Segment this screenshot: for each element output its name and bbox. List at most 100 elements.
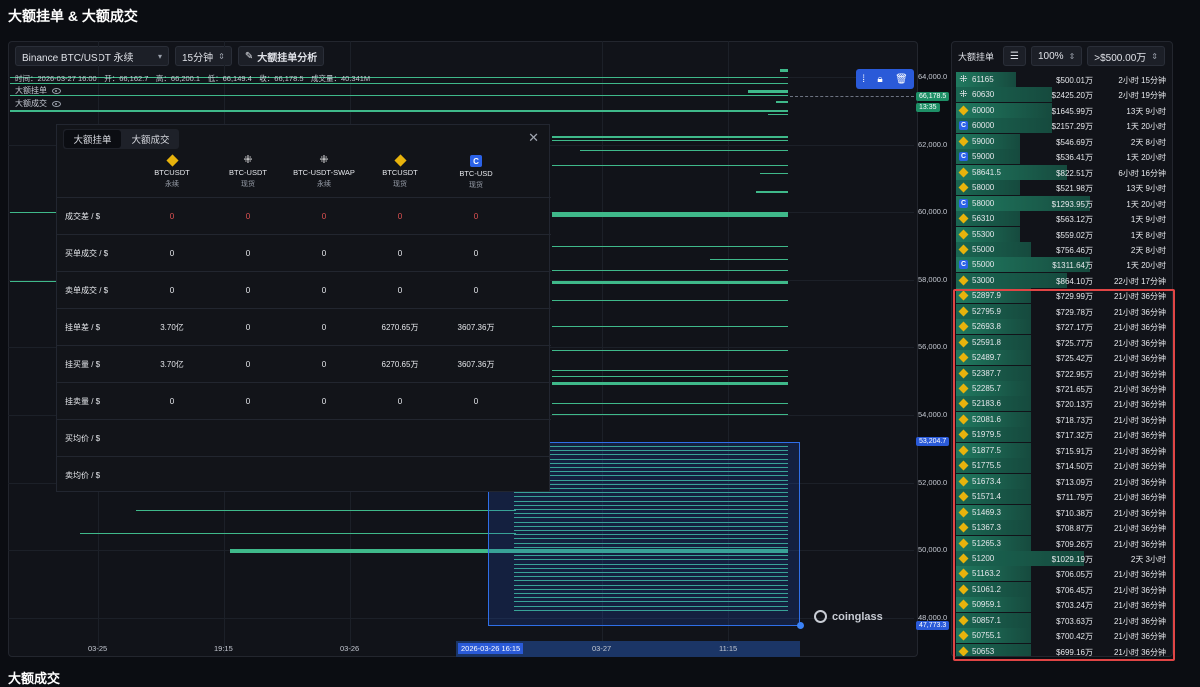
order-size-bar	[956, 535, 1031, 551]
tab-orders[interactable]: 大额挂单	[64, 130, 121, 148]
order-row[interactable]: 51469.3 $710.38万 21小时 36分钟	[956, 504, 1169, 520]
order-bar	[514, 521, 788, 523]
order-size-bar	[956, 257, 1091, 273]
tab-trades[interactable]: 大额成交	[131, 135, 170, 146]
order-row[interactable]: 60000 $1645.99万 13天 9小时	[956, 102, 1169, 118]
order-size-bar	[956, 303, 1031, 319]
order-size-bar	[956, 350, 1031, 366]
grid-line	[8, 617, 914, 619]
order-bar	[552, 403, 788, 404]
section-title-trades: 大额成交	[8, 671, 61, 686]
order-price: 60000	[972, 105, 995, 115]
order-row[interactable]: 52489.7 $725.42万 21小时 36分钟	[956, 350, 1169, 366]
order-row[interactable]: 50857.1 $703.63万 21小时 36分钟	[956, 612, 1169, 628]
order-bar	[552, 140, 788, 141]
order-row[interactable]: C 59000 $536.41万 1天 20小时	[956, 149, 1169, 165]
order-size-bar	[956, 226, 1020, 242]
order-row[interactable]: 58641.5 $822.51万 6小时 16分钟	[956, 164, 1169, 180]
order-row[interactable]: 52285.7 $721.65万 21小时 36分钟	[956, 381, 1169, 396]
order-row[interactable]: 52693.8 $727.17万 21小时 36分钟	[956, 319, 1169, 335]
highlight-box	[953, 289, 1175, 661]
order-row[interactable]: 51061.2 $706.45万 21小时 36分钟	[956, 581, 1169, 597]
order-row[interactable]: 52081.6 $718.73万 21小时 36分钟	[956, 411, 1169, 427]
order-row[interactable]: 51367.3 $708.87万 21小时 36分钟	[956, 520, 1169, 536]
analysis-popup: 大额挂单 大额成交 ✕ BTCUSDT 永续 ⁜ BTC-USDT 现货 ⁜ BTC-USD…	[56, 124, 551, 492]
order-row[interactable]: ⁜ 60630 $2425.20万 2小时 19分钟	[956, 87, 1169, 103]
order-row[interactable]: 56310 $563.12万 1天 9小时	[956, 211, 1169, 227]
order-row[interactable]: 51163.2 $706.05万 21小时 36分钟	[956, 566, 1169, 582]
order-age: 21小时 36分钟	[1113, 431, 1166, 441]
order-value: $722.95万	[1056, 369, 1093, 379]
order-row[interactable]: 51673.4 $713.09万 21小时 36分钟	[956, 473, 1169, 489]
order-row[interactable]: C 55000 $1311.64万 1天 20小时	[956, 257, 1169, 273]
order-row[interactable]: 51877.5 $715.91万 21小时 36分钟	[956, 442, 1169, 458]
order-value: $727.17万	[1056, 323, 1093, 333]
order-row[interactable]: 59000 $546.69万 2天 8小时	[956, 133, 1169, 149]
order-size-bar	[956, 102, 1052, 118]
y-tick: 56,000.0	[918, 342, 948, 352]
order-row[interactable]: 50653 $699.16万 21小时 36分钟	[956, 643, 1169, 656]
order-row[interactable]: 52387.7 $722.95万 21小时 36分钟	[956, 365, 1169, 381]
pair-select[interactable]: Binance BTC/USDT 永续 ▾	[15, 46, 169, 66]
trash-icon[interactable]: 🗑︎	[895, 73, 908, 85]
order-size-bar	[956, 241, 1031, 257]
selection-handle[interactable]	[797, 622, 804, 629]
eye-icon[interactable]	[52, 87, 61, 94]
order-row[interactable]: 55300 $559.02万 1天 8小时	[956, 226, 1169, 242]
stats-cell: 0	[245, 211, 251, 221]
order-row[interactable]: 53000 $864.10万 22小时 17分钟	[956, 272, 1169, 288]
order-row[interactable]: 51979.5 $717.32万 21小时 36分钟	[956, 427, 1169, 443]
close-icon[interactable]: ✕	[528, 130, 539, 145]
exchange-name: BTC-USD	[459, 169, 493, 178]
order-row[interactable]: C 58000 $1293.95万 1天 20小时	[956, 195, 1169, 211]
order-bar	[230, 549, 788, 553]
order-bar	[514, 588, 788, 590]
order-row[interactable]: 52795.9 $729.78万 21小时 36分钟	[956, 303, 1169, 319]
order-row[interactable]: ⁜ 61165 $500.01万 2小时 15分钟	[956, 72, 1169, 87]
interval-select[interactable]: 15分钟 ⇕	[175, 46, 232, 66]
order-price: 50755.1	[972, 631, 1001, 641]
order-age: 21小时 36分钟	[1113, 446, 1166, 456]
legend-trades[interactable]: 大额成交	[15, 98, 61, 109]
order-row[interactable]: 51265.3 $709.26万 21小时 36分钟	[956, 535, 1169, 551]
order-row[interactable]: 50959.1 $703.24万 21小时 36分钟	[956, 597, 1169, 613]
lock-icon[interactable]: 🔒︎	[877, 73, 883, 85]
order-row[interactable]: 55000 $756.46万 2天 8小时	[956, 241, 1169, 257]
order-bars-layer[interactable]	[0, 0, 920, 640]
order-bar	[514, 597, 788, 599]
percent-select[interactable]: 100% ⇕	[1030, 46, 1083, 66]
order-row[interactable]: 50755.1 $700.42万 21小时 36分钟	[956, 628, 1169, 644]
order-row[interactable]: 51571.4 $711.79万 21小时 36分钟	[956, 489, 1169, 505]
order-value: $1311.64万	[1052, 261, 1093, 271]
order-row[interactable]: 52183.6 $720.13万 21小时 36分钟	[956, 396, 1169, 412]
okx-icon: ⁜	[319, 154, 329, 166]
order-bar	[10, 83, 788, 84]
stats-cell: 0	[245, 396, 251, 406]
order-age: 21小时 36分钟	[1113, 585, 1166, 595]
order-row[interactable]: 58000 $521.98万 13天 9小时	[956, 180, 1169, 196]
threshold-select[interactable]: >$500.00万 ⇕	[1087, 46, 1165, 66]
order-age: 21小时 36分钟	[1113, 354, 1166, 364]
watermark: coinglass	[814, 610, 883, 623]
eye-icon[interactable]	[52, 100, 61, 107]
stats-row-label: 挂卖量 / $	[65, 396, 101, 406]
order-age: 1天 8小时	[1130, 230, 1166, 240]
filter-button[interactable]: ☰	[1003, 46, 1026, 66]
order-bar	[10, 77, 788, 78]
order-row[interactable]: 51200 $1029.19万 2天 3小时	[956, 550, 1169, 566]
order-bar	[748, 90, 788, 93]
stats-cell: 0	[169, 396, 175, 406]
order-row[interactable]: 52897.9 $729.99万 21小时 36分钟	[956, 288, 1169, 304]
order-bar	[552, 382, 788, 385]
exchange-market: 现货	[469, 182, 483, 189]
sliders-icon: ☰	[1010, 50, 1019, 62]
order-row[interactable]: C 60000 $2157.29万 1天 20小时	[956, 118, 1169, 134]
order-value: $709.26万	[1056, 539, 1093, 549]
analysis-button[interactable]: ✎ 大额挂单分析	[237, 46, 325, 66]
interval-select-label: 15分钟	[182, 52, 214, 64]
order-row[interactable]: 52591.8 $725.77万 21小时 36分钟	[956, 334, 1169, 350]
order-row[interactable]: 51775.5 $714.50万 21小时 36分钟	[956, 458, 1169, 474]
drag-handle-icon[interactable]: ⁞	[862, 73, 865, 85]
order-price: 51571.4	[972, 492, 1001, 502]
legend-orders[interactable]: 大额挂单	[15, 85, 61, 96]
